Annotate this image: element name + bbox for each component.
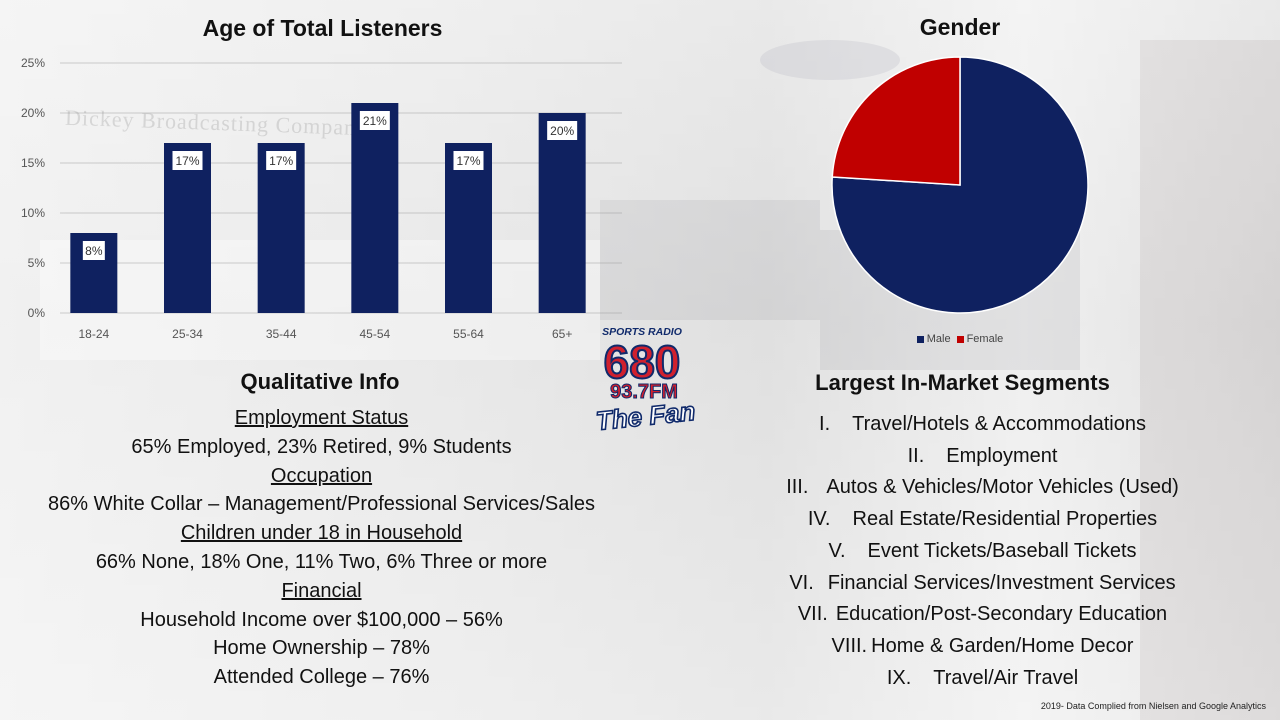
data-label-box: [547, 121, 578, 140]
data-label: 17%: [456, 154, 480, 168]
data-label-box: [266, 151, 297, 170]
segment-item: VIII. Home & Garden/Home Decor: [720, 631, 1245, 663]
pie-legend: Male Female: [880, 333, 1040, 345]
legend-label-male: Male: [926, 333, 951, 345]
children-heading: Children under 18 in Household: [180, 522, 463, 545]
data-label-box: [172, 151, 203, 170]
legend-swatch-female: [956, 335, 964, 343]
pie-chart-title: Gender: [919, 14, 1001, 40]
y-tick-label: 25%: [21, 56, 45, 70]
segment-label: Employment: [946, 444, 1058, 467]
segment-label: Home & Garden/Home Decor: [871, 634, 1134, 657]
pie-slice-female: [831, 56, 961, 186]
y-tick-label: 20%: [21, 106, 45, 120]
segment-label: Event Tickets/Baseball Tickets: [867, 539, 1137, 562]
qualitative-block: Employment Status 65% Employed, 23% Reti…: [0, 404, 643, 692]
bar: [351, 103, 399, 313]
home-ownership-text: Home Ownership – 78%: [213, 637, 430, 660]
segment-item: IX. Travel/Air Travel: [720, 663, 1245, 695]
x-tick-label: 18-24: [78, 327, 109, 341]
college-text: Attended College – 76%: [213, 666, 430, 689]
qualitative-heading: Qualitative Info: [240, 369, 400, 394]
segment-number: VII.: [797, 603, 828, 626]
segment-label: Travel/Hotels & Accommodations: [852, 413, 1146, 435]
bar: [538, 113, 586, 313]
segment-label: Education/Post-Secondary Education: [835, 603, 1168, 626]
legend-swatch-male: [916, 335, 924, 343]
segment-item: III. Autos & Vehicles/Motor Vehicles (Use…: [720, 472, 1245, 504]
segments-list: I. Travel/Hotels & Accommodations II. Empl…: [720, 409, 1245, 694]
segment-item: VII. Education/Post-Secondary Education: [720, 599, 1245, 631]
data-label: 20%: [550, 124, 574, 138]
bar: [257, 143, 305, 313]
employment-heading: Employment Status: [234, 407, 409, 429]
background-shape: [760, 40, 900, 80]
background-shape: [600, 200, 820, 320]
logo-number: 680: [604, 336, 681, 388]
bar: [445, 143, 492, 313]
segment-label: Travel/Air Travel: [933, 666, 1079, 689]
children-text: 66% None, 18% One, 11% Two, 6% Three or …: [95, 550, 548, 573]
segment-label: Real Estate/Residential Properties: [852, 508, 1158, 531]
segment-label: Autos & Vehicles/Motor Vehicles (Used): [826, 476, 1179, 499]
y-tick-label: 0%: [28, 306, 46, 320]
legend-label-female: Female: [966, 333, 1004, 345]
x-tick-label: 55-64: [453, 327, 484, 341]
segments-heading: Largest In-Market Segments: [815, 370, 1110, 395]
segment-item: II. Employment: [720, 441, 1245, 473]
y-tick-label: 15%: [21, 156, 45, 170]
age-bar-chart: 0% 5% 10% 15% 20% 25% 8% 18-24 17% 25-34 17% 35-44 2…: [21, 56, 622, 341]
x-tick-label: 65+: [552, 327, 572, 341]
occupation-heading: Occupation: [270, 464, 373, 487]
data-label-box: [453, 151, 484, 170]
x-tick-label: 35-44: [266, 327, 297, 341]
segment-number: I.: [819, 413, 831, 435]
data-label: 8%: [85, 244, 103, 258]
data-label-box: [82, 241, 105, 260]
sports-radio-680-logo: SPORTS RADIO 680 93.7FM The Fan: [594, 326, 698, 436]
data-label: 17%: [175, 154, 199, 168]
segment-number: IX.: [886, 666, 912, 689]
legend-item-female: Female: [956, 333, 1004, 345]
segment-item: IV. Real Estate/Residential Properties: [720, 504, 1245, 536]
logo-top-text: SPORTS RADIO: [602, 326, 682, 338]
background-shape: [40, 240, 600, 360]
segment-number: IV.: [807, 508, 831, 531]
segment-item: VI. Financial Services/Investment Service…: [720, 568, 1245, 600]
legend-item-male: Male: [916, 333, 951, 345]
x-tick-label: 25-34: [172, 327, 203, 341]
pie-slice-male: [831, 56, 1089, 314]
segment-number: II.: [907, 444, 925, 467]
segment-item: I. Travel/Hotels & Accommodations: [720, 409, 1245, 441]
employment-text: 65% Employed, 23% Retired, 9% Students: [131, 435, 512, 458]
segment-number: III.: [786, 476, 809, 499]
bar-chart-title: Age of Total Listeners: [202, 15, 443, 41]
y-tick-label: 5%: [28, 256, 46, 270]
segment-number: VI.: [789, 571, 814, 594]
data-label: 17%: [269, 154, 293, 168]
data-label: 21%: [363, 114, 387, 128]
income-text: Household Income over $100,000 – 56%: [140, 608, 503, 631]
y-tick-label: 10%: [21, 206, 45, 220]
background-shape: [1140, 40, 1280, 720]
bar: [164, 143, 211, 313]
segment-item: V. Event Tickets/Baseball Tickets: [720, 536, 1245, 568]
segment-number: VIII.: [831, 634, 868, 657]
logo-frequency: 93.7FM: [610, 381, 678, 403]
data-label-box: [359, 111, 390, 130]
gender-pie-chart: [831, 56, 1089, 314]
occupation-text: 86% White Collar – Management/Profession…: [48, 493, 595, 516]
x-tick-label: 45-54: [359, 327, 390, 341]
segment-label: Financial Services/Investment Services: [827, 571, 1176, 594]
segment-number: V.: [828, 539, 846, 562]
footer-source-note: 2019- Data Complied from Nielsen and Goo…: [1040, 701, 1266, 711]
financial-heading: Financial: [281, 579, 362, 602]
